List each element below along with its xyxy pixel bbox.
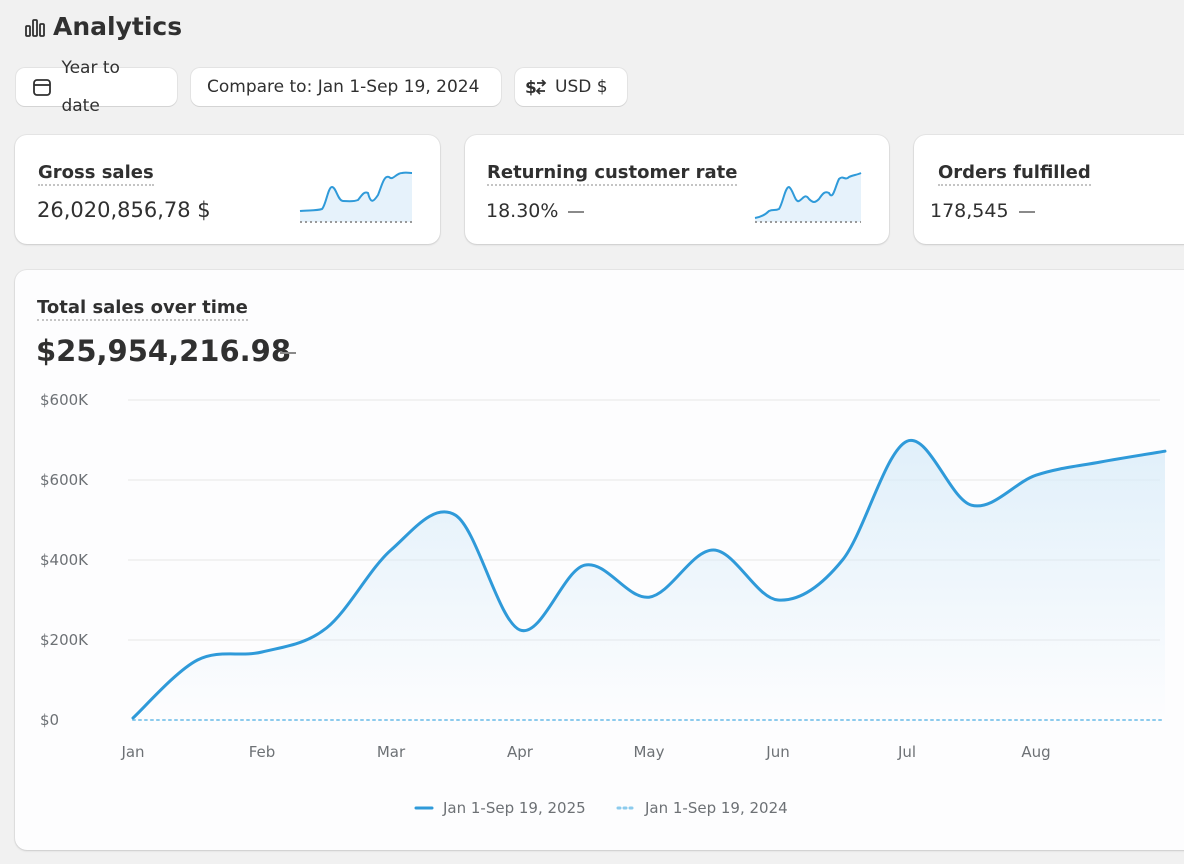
kpi-value: 18.30% — [486, 200, 559, 222]
area-fill — [133, 440, 1165, 720]
kpi-label: Orders fulfilled — [938, 162, 1091, 186]
button-label: USD $ — [555, 77, 608, 97]
kpi-card[interactable]: Orders fulfilled 178,545 — [914, 135, 1184, 244]
svg-text:$: $ — [525, 78, 537, 97]
kpi-value: 26,020,856,78 $ — [37, 198, 211, 222]
kpi-card[interactable]: Returning customer rate 18.30% — [465, 135, 889, 244]
x-tick-label: Apr — [507, 743, 534, 761]
y-tick-label: $400K — [40, 551, 89, 569]
chart-title: Total sales over time — [37, 297, 248, 321]
date-range-button[interactable]: Year to date — [16, 58, 177, 116]
change-dash — [280, 352, 296, 354]
sparkline — [754, 172, 862, 223]
compare-button[interactable]: Compare to: Jan 1-Sep 19, 2024 — [191, 68, 501, 106]
series-line — [131, 439, 1167, 720]
legend-label: Jan 1-Sep 19, 2025 — [442, 799, 586, 817]
chart-total: $25,954,216.98 — [36, 334, 292, 368]
button-label: Compare to: Jan 1-Sep 19, 2024 — [207, 77, 480, 97]
page-title: Analytics — [53, 12, 183, 41]
currency-icon: $ — [525, 78, 547, 97]
button-label: Year to date — [61, 58, 120, 116]
x-tick-label: Mar — [377, 743, 406, 761]
change-dash — [568, 211, 584, 213]
x-tick-label: Jun — [765, 743, 789, 761]
currency-button[interactable]: $ USD $ — [515, 68, 627, 106]
x-tick-label: Jan — [120, 743, 144, 761]
calendar-icon — [33, 79, 51, 96]
kpi-label: Returning customer rate — [487, 162, 738, 186]
kpi-label: Gross sales — [38, 162, 154, 186]
y-tick-label: $600K — [40, 471, 89, 489]
x-tick-label: May — [633, 743, 664, 761]
sparkline — [299, 171, 413, 223]
x-tick-label: Aug — [1021, 743, 1050, 761]
x-tick-label: Feb — [249, 743, 276, 761]
kpi-value: 178,545 — [930, 200, 1009, 222]
analytics-icon — [25, 19, 45, 37]
legend-label: Jan 1-Sep 19, 2024 — [644, 799, 788, 817]
change-dash — [1019, 211, 1035, 213]
y-tick-label: $600K — [40, 391, 89, 409]
kpi-card[interactable]: Gross sales 26,020,856,78 $ — [15, 135, 440, 244]
y-tick-label: $0 — [40, 711, 59, 729]
y-tick-label: $200K — [40, 631, 89, 649]
x-tick-label: Jul — [897, 743, 916, 761]
